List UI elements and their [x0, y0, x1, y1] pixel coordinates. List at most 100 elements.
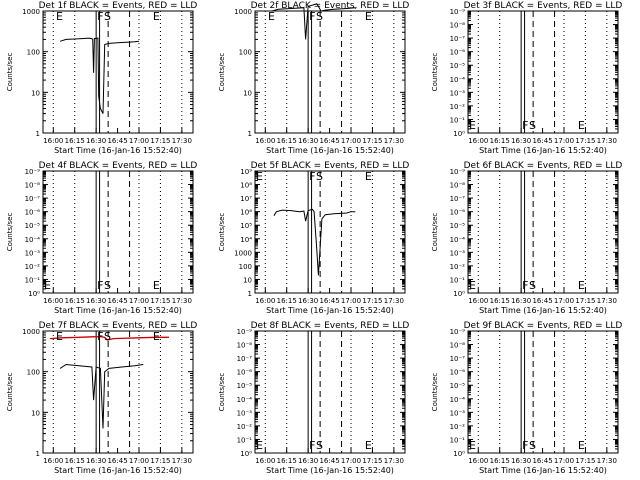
y-axis-label: Counts/sec	[431, 53, 439, 92]
y-tick-label: 10⁻¹	[237, 436, 253, 444]
x-tick-label: 16:15	[65, 297, 85, 305]
flag-label: E	[469, 119, 476, 132]
x-tick-label: 16:45	[319, 297, 339, 305]
y-tick-label: 100	[27, 369, 40, 377]
plot-frame	[42, 330, 194, 454]
x-tick-label: 16:00	[468, 457, 488, 465]
flag-label: S	[529, 279, 536, 292]
y-tick-label: 1000	[234, 8, 252, 16]
chart-panel-7: Det 7f BLACK = Events, RED = LLD 1 10 100 10…	[6, 321, 197, 475]
chart-panel-9: Det 9f BLACK = Events, RED = LLD 10⁰ 10⁻¹ 1…	[431, 321, 622, 475]
y-tick-label: 10⁻⁵	[450, 382, 466, 390]
chart-panel-5: Det 5f BLACK = Events, RED = LLD 1 10 100 10…	[218, 161, 409, 315]
flag-label: E	[268, 10, 275, 23]
y-tick-label: 10⁻⁹	[450, 328, 466, 336]
y-tick-label: 10⁻²	[237, 423, 253, 431]
x-tick-label: 16:00	[468, 297, 488, 305]
y-tick-label: 1	[36, 130, 40, 138]
y-tick-label: 10⁻²	[450, 103, 466, 111]
plot-frame	[254, 10, 406, 134]
y-tick-label: 1000	[22, 328, 40, 336]
y-tick-label: 10⁻⁸	[450, 22, 466, 30]
x-tick-label: 17:15	[362, 297, 382, 305]
y-tick-label: 10⁻⁷	[237, 355, 253, 363]
flag-label: F	[522, 279, 528, 292]
y-tick-label: 10⁻⁷	[450, 195, 466, 203]
flag-label: S	[104, 10, 111, 23]
y-tick-label: 10	[243, 89, 252, 97]
y-axis-label: Counts/sec	[6, 213, 14, 252]
flag-label: S	[529, 439, 536, 452]
x-tick-label: 16:30	[86, 137, 106, 145]
x-tick-label: 17:15	[575, 297, 595, 305]
series-events-line	[273, 208, 356, 276]
y-tick-label: 10⁻⁶	[450, 209, 466, 217]
y-tick-label: 10⁻¹	[450, 116, 466, 124]
x-tick-label: 17:00	[129, 137, 149, 145]
chart-panel-8: Det 8f BLACK = Events, RED = LLD 10⁰ 10⁻¹ 1…	[218, 321, 409, 475]
y-tick-label: 1000	[234, 249, 252, 257]
x-tick-label: 16:00	[43, 457, 63, 465]
flag-label: F	[97, 330, 103, 343]
x-tick-label: 17:30	[597, 457, 617, 465]
x-tick-label: 16:45	[532, 137, 552, 145]
x-tick-label: 17:30	[597, 297, 617, 305]
flag-label: E	[44, 279, 51, 292]
y-tick-label: 100	[239, 263, 252, 271]
flag-label: E	[365, 439, 372, 452]
y-tick-label: 10⁻⁶	[25, 209, 41, 217]
x-tick-label: 17:15	[150, 137, 170, 145]
panel-title: Det 5f BLACK = Events, RED = LLD	[251, 161, 410, 171]
x-tick-label: 16:15	[277, 457, 297, 465]
y-tick-label: 10⁻⁴	[450, 236, 466, 244]
plot-frame	[254, 330, 406, 454]
y-tick-label: 10⁻⁶	[450, 49, 466, 57]
y-tick-label: 10⁻⁹	[450, 168, 466, 176]
x-tick-label: 17:30	[384, 297, 404, 305]
x-tick-label: 16:00	[468, 137, 488, 145]
y-axis-label: Counts/sec	[431, 213, 439, 252]
x-tick-label: 17:30	[172, 457, 192, 465]
chart-panel-4: Det 4f BLACK = Events, RED = LLD 10⁰ 10⁻¹ 1…	[6, 161, 197, 315]
x-tick-label: 16:45	[319, 457, 339, 465]
x-tick-label: 17:00	[129, 297, 149, 305]
y-tick-label: 10⁻⁴	[237, 396, 253, 404]
x-tick-label: 16:15	[490, 297, 510, 305]
flag-label: E	[578, 439, 585, 452]
x-tick-label: 17:15	[575, 457, 595, 465]
x-tick-label: 16:30	[298, 137, 318, 145]
x-axis-label: Start Time (16-Jan-16 15:52:40)	[479, 306, 607, 315]
y-tick-label: 10⁻⁹	[237, 328, 253, 336]
y-tick-label: 10⁻¹	[450, 436, 466, 444]
y-tick-label: 100	[239, 49, 252, 57]
y-tick-label: 10	[31, 409, 40, 417]
flag-label: F	[97, 279, 103, 292]
x-axis-label: Start Time (16-Jan-16 15:52:40)	[266, 306, 394, 315]
x-tick-label: 17:15	[575, 137, 595, 145]
plot-frame	[467, 330, 619, 454]
y-tick-label: 10⁻²	[450, 423, 466, 431]
y-tick-label: 10⁻³	[237, 409, 253, 417]
y-tick-label: 100	[27, 49, 40, 57]
series-events-line	[271, 3, 356, 40]
flag-label: S	[316, 170, 323, 183]
x-tick-label: 16:00	[43, 137, 63, 145]
y-tick-label: 10⁵	[240, 222, 252, 230]
flag-label: F	[309, 170, 315, 183]
chart-panel-1: Det 1f BLACK = Events, RED = LLD 1 10 100 10…	[6, 1, 197, 155]
x-tick-label: 16:45	[107, 137, 127, 145]
panel-title: Det 3f BLACK = Events, RED = LLD	[464, 1, 623, 11]
panel-title: Det 8f BLACK = Events, RED = LLD	[251, 321, 410, 331]
x-axis-label: Start Time (16-Jan-16 15:52:40)	[54, 306, 182, 315]
x-tick-label: 17:00	[554, 297, 574, 305]
x-tick-label: 16:45	[532, 297, 552, 305]
series-lld-line	[49, 335, 169, 341]
y-tick-label: 10⁻⁸	[450, 182, 466, 190]
y-tick-label: 1	[36, 450, 40, 458]
x-tick-label: 16:00	[255, 137, 275, 145]
y-tick-label: 1	[248, 130, 252, 138]
y-tick-label: 10	[243, 276, 252, 284]
x-tick-label: 17:30	[597, 137, 617, 145]
y-tick-label: 10⁷	[240, 195, 252, 203]
